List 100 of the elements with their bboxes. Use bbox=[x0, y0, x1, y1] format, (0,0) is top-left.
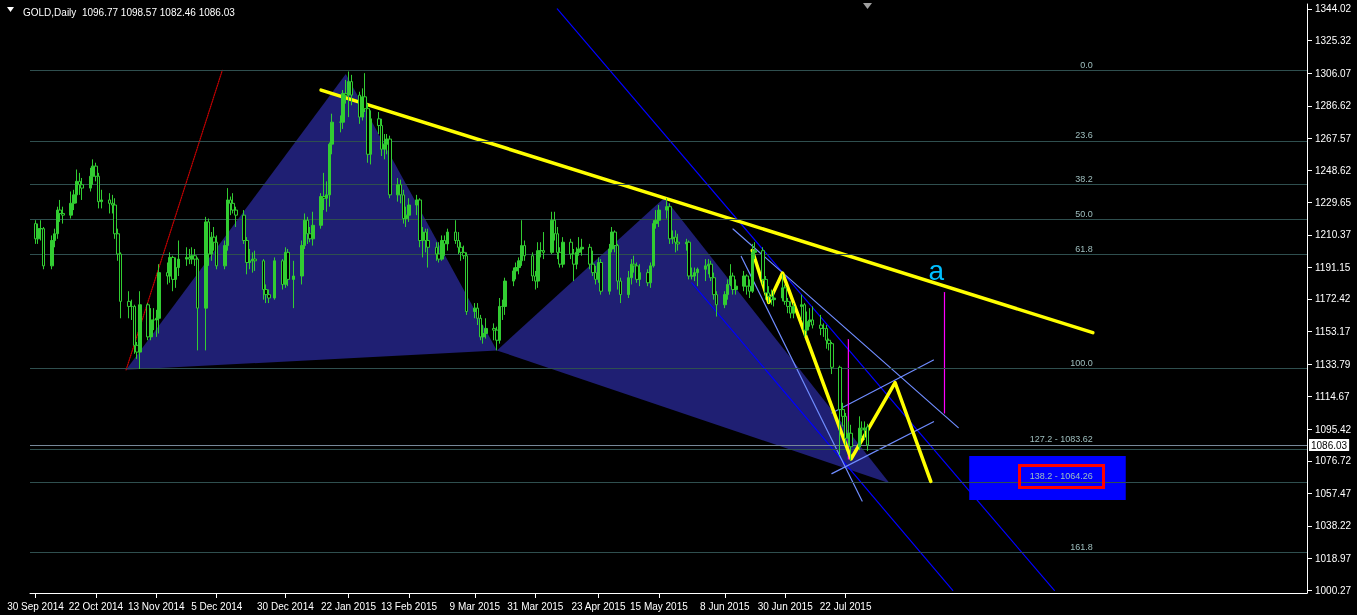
candlestick bbox=[190, 246, 194, 265]
candlestick bbox=[108, 192, 111, 214]
annotation: 161.8 bbox=[1070, 541, 1093, 552]
y-tick-label: 1018.97 bbox=[1315, 552, 1352, 564]
candlestick bbox=[696, 267, 699, 287]
candlestick bbox=[188, 248, 191, 265]
candlestick bbox=[792, 302, 795, 319]
candlestick bbox=[751, 243, 754, 294]
y-tick-label: 1325.32 bbox=[1315, 34, 1352, 46]
ref-line-label: 1086.03 bbox=[1311, 439, 1348, 451]
candlestick bbox=[674, 229, 677, 253]
candlestick bbox=[825, 324, 828, 350]
candlestick bbox=[858, 415, 861, 451]
x-tick-label: 31 Mar 2015 bbox=[507, 600, 564, 612]
y-tick-label: 1153.17 bbox=[1315, 326, 1351, 338]
candlestick bbox=[704, 258, 707, 282]
candlestick bbox=[838, 365, 842, 456]
candlestick bbox=[185, 246, 188, 267]
x-tick-label: 13 Feb 2015 bbox=[380, 600, 438, 612]
candlestick bbox=[426, 228, 430, 269]
y-tick-label: 1344.02 bbox=[1315, 3, 1352, 15]
x-tick-label: 13 Nov 2014 bbox=[127, 600, 186, 612]
candlestick bbox=[146, 302, 150, 341]
candlestick bbox=[811, 305, 814, 329]
x-tick-label: 30 Jun 2015 bbox=[757, 600, 814, 612]
candlestick bbox=[830, 341, 834, 375]
y-tick-label: 1306.07 bbox=[1315, 67, 1352, 79]
x-tick-label: 22 Oct 2014 bbox=[68, 600, 124, 612]
candlestick bbox=[789, 300, 792, 319]
x-tick-label: 15 May 2015 bbox=[629, 600, 689, 612]
candlestick bbox=[127, 290, 131, 319]
y-tick-label: 1038.22 bbox=[1315, 520, 1352, 532]
candlestick bbox=[440, 234, 444, 262]
candlestick bbox=[446, 228, 449, 252]
y-tick-label: 1114.67 bbox=[1315, 391, 1351, 403]
candlestick bbox=[866, 423, 869, 452]
candlestick bbox=[580, 238, 584, 257]
y-tick-label: 1191.15 bbox=[1315, 261, 1351, 273]
candlestick bbox=[407, 197, 411, 223]
candlestick bbox=[676, 233, 680, 252]
candlestick bbox=[638, 263, 641, 287]
candlestick bbox=[657, 204, 661, 228]
candlestick bbox=[204, 216, 208, 351]
annotation: a bbox=[928, 255, 945, 287]
candlestick bbox=[262, 258, 265, 301]
candlestick bbox=[80, 177, 84, 201]
y-tick-label: 1057.47 bbox=[1315, 487, 1352, 499]
candlestick bbox=[770, 289, 773, 306]
annotation: 50.0 bbox=[1075, 208, 1093, 219]
candlestick bbox=[772, 290, 776, 307]
x-tick-label: 8 Jun 2015 bbox=[700, 600, 750, 612]
y-tick-label: 1267.57 bbox=[1315, 132, 1352, 144]
x-tick-label: 22 Jul 2015 bbox=[819, 600, 872, 612]
annotation: 100.0 bbox=[1070, 357, 1093, 368]
candlestick bbox=[273, 256, 276, 301]
candlestick bbox=[133, 304, 136, 355]
candlestick bbox=[171, 255, 175, 292]
candlestick bbox=[36, 223, 40, 245]
candlestick bbox=[388, 135, 392, 199]
x-tick-label: 5 Dec 2014 bbox=[191, 600, 243, 612]
candlestick bbox=[292, 260, 295, 309]
x-tick-label: 22 Jan 2015 bbox=[321, 600, 377, 612]
candlestick bbox=[251, 251, 254, 274]
y-tick-label: 1000.27 bbox=[1315, 584, 1352, 596]
candlestick bbox=[849, 424, 853, 461]
candlestick bbox=[745, 273, 749, 296]
x-tick-label: 9 Mar 2015 bbox=[449, 600, 501, 612]
x-tick-label: 30 Dec 2014 bbox=[257, 600, 315, 612]
annotation: 127.2 - 1083.62 bbox=[1029, 433, 1093, 444]
candlestick bbox=[687, 240, 691, 280]
annotation: 23.6 bbox=[1075, 130, 1093, 141]
y-tick-label: 1076.72 bbox=[1315, 455, 1352, 467]
candlestick bbox=[253, 250, 257, 272]
candlestick bbox=[503, 277, 507, 316]
candlestick bbox=[306, 216, 309, 245]
candlestick bbox=[435, 241, 438, 262]
candlestick bbox=[347, 70, 350, 118]
y-tick-label: 1095.42 bbox=[1315, 423, 1352, 435]
candlestick bbox=[396, 177, 400, 203]
candlestick bbox=[149, 307, 153, 341]
candlestick bbox=[69, 190, 73, 220]
x-tick-label: 23 Apr 2015 bbox=[571, 600, 626, 612]
y-tick-label: 1286.62 bbox=[1315, 100, 1352, 112]
y-tick-label: 1172.42 bbox=[1315, 293, 1351, 305]
y-tick-label: 1210.37 bbox=[1315, 229, 1352, 241]
candlestick bbox=[311, 211, 315, 247]
candlestick bbox=[561, 236, 565, 269]
candlestick bbox=[484, 317, 488, 340]
candlestick bbox=[550, 211, 554, 255]
x-tick-label: 30 Sep 2014 bbox=[7, 600, 65, 612]
candlestick bbox=[542, 231, 545, 260]
candlestick bbox=[742, 270, 746, 292]
y-tick-label: 1133.79 bbox=[1315, 358, 1351, 370]
annotation: 38.2 bbox=[1075, 173, 1093, 184]
y-tick-label: 1248.62 bbox=[1315, 164, 1352, 176]
candlestick bbox=[157, 263, 161, 334]
candlestick bbox=[693, 267, 696, 282]
annotation: 138.2 - 1064.26 bbox=[1029, 471, 1093, 482]
candlestick bbox=[536, 241, 540, 289]
y-tick-label: 1229.65 bbox=[1315, 196, 1352, 208]
